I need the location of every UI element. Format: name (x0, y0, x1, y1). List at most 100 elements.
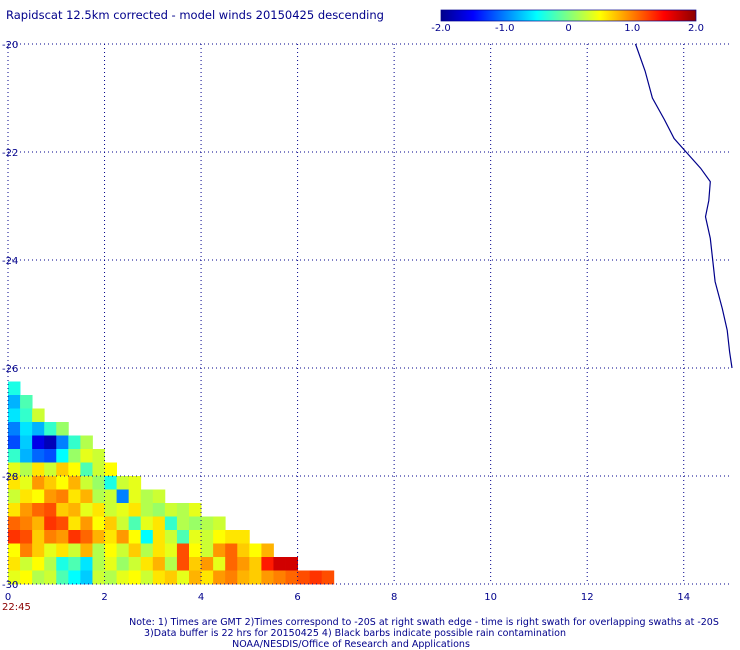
swath-cell (56, 462, 69, 477)
swath-cell (128, 503, 142, 517)
y-tick-label: -20 (2, 40, 18, 51)
swath-cell (92, 503, 105, 517)
note-line-3: NOAA/NESDIS/Office of Research and Appli… (232, 639, 470, 650)
swath-cell (201, 557, 214, 571)
swath-cell (56, 543, 69, 558)
swath-cell (140, 543, 154, 558)
swath-cell (56, 435, 69, 450)
swath-cell (68, 476, 81, 490)
swath-cell (261, 557, 274, 571)
swath-cell (8, 395, 21, 409)
swath-cell (56, 476, 69, 490)
swath-cell (189, 516, 202, 531)
swath-cell (20, 516, 33, 531)
swath-cell (68, 489, 81, 504)
swath-cell (44, 530, 57, 544)
swath-cell (225, 570, 238, 585)
swath-cell (128, 516, 142, 531)
swath-cell (8, 381, 21, 396)
swath-cell (104, 530, 117, 544)
swath-cell (104, 516, 117, 531)
swath-cell (68, 435, 81, 450)
swath-cell (92, 476, 105, 490)
swath-cell (116, 570, 130, 585)
swath-cell (249, 570, 262, 585)
swath-cell (32, 516, 45, 531)
swath-cell (285, 570, 298, 585)
swath-cell (104, 489, 117, 504)
swath-cell (68, 570, 81, 585)
swath-cell (80, 476, 93, 490)
swath-cell (164, 530, 178, 544)
swath-cell (56, 516, 69, 531)
swath-cell (20, 489, 33, 504)
swath-cell (32, 530, 45, 544)
swath-cell (201, 543, 214, 558)
swath-cell (309, 570, 323, 585)
swath-cell (140, 503, 154, 517)
wind-difference-swath (8, 381, 335, 585)
swath-cell (20, 543, 33, 558)
figure-title: Rapidscat 12.5km corrected - model winds… (6, 8, 384, 22)
swath-cell (80, 489, 93, 504)
swath-cell (44, 543, 57, 558)
swath-cell (237, 557, 250, 571)
swath-cell (213, 570, 226, 585)
swath-cell (80, 435, 93, 450)
swath-cell (8, 476, 21, 490)
swath-cell (8, 516, 21, 531)
swath-cell (80, 530, 93, 544)
swath-cell (104, 476, 117, 490)
swath-cell (152, 516, 166, 531)
swath-cell (20, 462, 33, 477)
swath-cell (8, 530, 21, 544)
swath-cell (20, 408, 33, 423)
colorbar-gradient (440, 9, 697, 22)
swath-cell (176, 570, 190, 585)
swath-cell (8, 408, 21, 423)
swath-cell (68, 557, 81, 571)
swath-cell (92, 543, 105, 558)
swath-cell (44, 422, 57, 436)
swath-cell (116, 476, 130, 490)
longitude-axis: 0 2 4 6 8 10 12 14 (5, 592, 690, 603)
swath-cell (140, 516, 154, 531)
swath-cell (80, 449, 93, 463)
swath-cell (20, 530, 33, 544)
swath-cell (213, 543, 226, 558)
swath-cell (176, 516, 190, 531)
swath-cell (273, 570, 286, 585)
swath-cell (92, 570, 105, 585)
note-line-2: 3)Data buffer is 22 hrs for 20150425 4) … (144, 628, 566, 639)
swath-cell (164, 570, 178, 585)
swath-cell (273, 557, 286, 571)
swath-cell (68, 543, 81, 558)
swath-cell (44, 570, 57, 585)
swath-cell (32, 489, 45, 504)
y-tick-label: -30 (2, 580, 18, 591)
swath-cell (321, 570, 335, 585)
swath-cell (92, 449, 105, 463)
swath-cell (68, 449, 81, 463)
swath-cell (20, 449, 33, 463)
x-tick-label: 8 (391, 592, 397, 603)
swath-cell (164, 516, 178, 531)
colorbar-ticks: -2.0 -1.0 0 1.0 2.0 (431, 23, 704, 34)
swath-cell (140, 530, 154, 544)
y-tick-label: -28 (2, 472, 18, 483)
swath-cell (56, 422, 69, 436)
swath-cell (128, 476, 142, 490)
swath-cell (68, 516, 81, 531)
swath-cell (104, 503, 117, 517)
swath-cell (44, 503, 57, 517)
swath-cell (32, 422, 45, 436)
swath-cell (68, 462, 81, 477)
pass-time-label: 22:45 (2, 602, 31, 613)
y-tick-label: -26 (2, 364, 18, 375)
swath-cell (56, 489, 69, 504)
swath-cell (92, 462, 105, 477)
swath-cell (128, 530, 142, 544)
swath-cell (189, 503, 202, 517)
swath-cell (164, 503, 178, 517)
swath-cell (152, 503, 166, 517)
